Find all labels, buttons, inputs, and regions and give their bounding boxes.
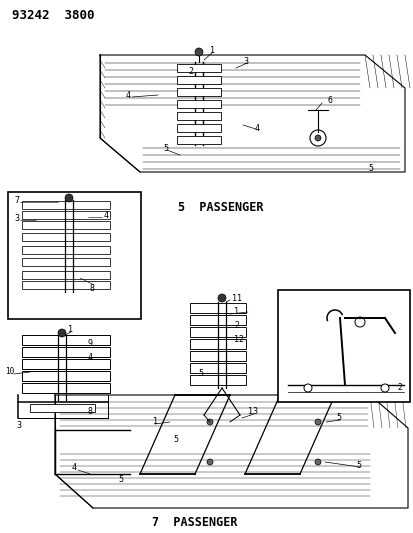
Bar xyxy=(22,246,110,254)
Circle shape xyxy=(303,384,311,392)
Bar xyxy=(177,76,221,84)
Text: 1: 1 xyxy=(209,45,214,54)
Bar xyxy=(190,375,245,385)
Text: 5: 5 xyxy=(197,369,202,378)
Bar xyxy=(22,335,110,345)
Bar xyxy=(22,211,110,219)
Bar xyxy=(22,258,110,266)
Bar xyxy=(22,347,110,357)
Text: 4: 4 xyxy=(254,124,259,133)
Text: 11: 11 xyxy=(231,294,242,303)
Text: 5: 5 xyxy=(355,461,360,470)
Text: 5: 5 xyxy=(335,414,340,423)
Circle shape xyxy=(195,48,202,56)
Circle shape xyxy=(206,459,212,465)
Circle shape xyxy=(65,194,73,202)
Text: 4: 4 xyxy=(72,464,77,472)
Text: 2: 2 xyxy=(396,383,401,392)
Bar xyxy=(22,233,110,241)
Bar xyxy=(30,404,95,412)
Text: 10: 10 xyxy=(5,367,14,376)
Bar xyxy=(22,271,110,279)
Text: 3: 3 xyxy=(14,214,19,222)
Bar xyxy=(177,136,221,144)
Circle shape xyxy=(218,294,225,302)
Text: 1: 1 xyxy=(233,308,238,317)
Text: 3: 3 xyxy=(16,421,21,430)
Text: 7  PASSENGER: 7 PASSENGER xyxy=(152,515,237,529)
Bar xyxy=(190,315,245,325)
Bar xyxy=(177,124,221,132)
Text: 7: 7 xyxy=(14,196,19,205)
Bar xyxy=(190,303,245,313)
Text: 5: 5 xyxy=(173,435,178,445)
Text: 4: 4 xyxy=(126,91,131,100)
Text: 9: 9 xyxy=(88,340,93,349)
Bar xyxy=(22,371,110,381)
Circle shape xyxy=(58,329,66,337)
Circle shape xyxy=(314,419,320,425)
Bar xyxy=(22,201,110,209)
Bar xyxy=(22,383,110,393)
Circle shape xyxy=(206,419,212,425)
Bar xyxy=(190,363,245,373)
Text: 6: 6 xyxy=(327,95,332,104)
Bar xyxy=(177,112,221,120)
Bar xyxy=(177,64,221,72)
Text: 1: 1 xyxy=(153,417,158,426)
Circle shape xyxy=(380,384,388,392)
Text: 2: 2 xyxy=(233,321,238,330)
Circle shape xyxy=(314,459,320,465)
Text: 1: 1 xyxy=(68,326,73,335)
Bar xyxy=(190,339,245,349)
Text: 12: 12 xyxy=(233,335,243,344)
Text: 13: 13 xyxy=(247,408,257,416)
Bar xyxy=(22,221,110,229)
Bar xyxy=(22,359,110,369)
Text: 8: 8 xyxy=(88,408,93,416)
Text: 5: 5 xyxy=(118,475,123,484)
Text: 5  PASSENGER: 5 PASSENGER xyxy=(178,200,263,214)
Text: 4: 4 xyxy=(104,211,109,220)
Text: 4: 4 xyxy=(88,353,93,362)
Bar xyxy=(277,290,409,402)
Bar xyxy=(190,351,245,361)
Text: 5: 5 xyxy=(367,164,372,173)
Bar xyxy=(8,192,141,319)
Text: 5: 5 xyxy=(163,143,168,152)
Text: 3: 3 xyxy=(242,56,247,66)
Bar xyxy=(177,100,221,108)
Bar xyxy=(177,88,221,96)
Text: 93242  3800: 93242 3800 xyxy=(12,9,94,21)
Circle shape xyxy=(314,135,320,141)
Text: 2: 2 xyxy=(188,67,192,76)
Bar xyxy=(190,327,245,337)
Bar xyxy=(22,281,110,289)
Text: 8: 8 xyxy=(90,284,95,293)
